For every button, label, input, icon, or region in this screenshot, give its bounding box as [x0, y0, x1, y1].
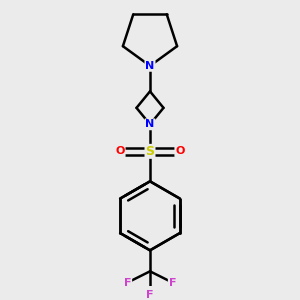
Text: O: O — [115, 146, 125, 156]
Text: O: O — [175, 146, 185, 156]
Text: F: F — [146, 290, 154, 300]
Text: F: F — [124, 278, 131, 288]
Text: N: N — [146, 119, 154, 129]
Text: N: N — [146, 61, 154, 71]
Text: F: F — [169, 278, 176, 288]
Text: S: S — [146, 145, 154, 158]
